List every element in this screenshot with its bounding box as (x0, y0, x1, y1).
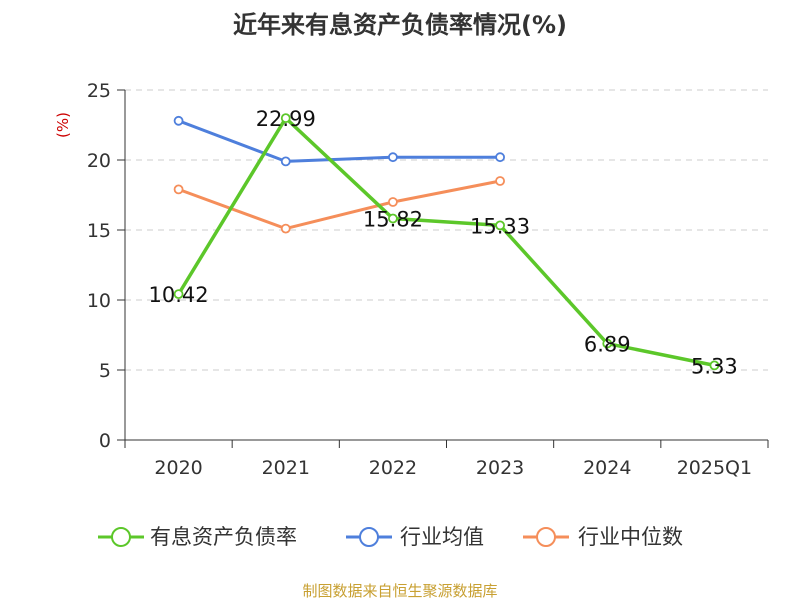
data-label: 15.33 (470, 214, 530, 238)
data-point (388, 152, 398, 163)
series-0 (173, 113, 720, 371)
y-tick-label: 0 (99, 430, 111, 452)
legend-swatch-marker (359, 527, 379, 547)
chart-title: 近年来有息资产负债率情况(%) (233, 11, 567, 39)
axes: 0 5 10 15 20 25 2020 2021 2022 2023 2024 2025Q1 (87, 80, 769, 479)
data-point (173, 184, 184, 195)
y-tick-label: 15 (87, 220, 111, 242)
x-tick-label: 2025Q1 (677, 457, 752, 479)
data-point (495, 152, 505, 163)
series-line (176, 116, 717, 368)
x-tick-label: 2024 (583, 457, 631, 479)
data-point (709, 360, 720, 371)
legend-label: 行业均值 (400, 525, 484, 549)
data-label: 6.89 (584, 333, 631, 357)
series-line (177, 119, 502, 163)
data-point (280, 156, 291, 167)
x-tick-label: 2020 (154, 457, 202, 479)
data-point (388, 213, 398, 224)
legend-item-0: 有息资产负债率 (98, 525, 297, 549)
series-group (173, 113, 720, 371)
legend: 有息资产负债率 行业均值 行业中位数 (98, 525, 683, 549)
y-tick-label: 5 (99, 360, 111, 382)
data-point (173, 115, 184, 126)
data-point (280, 223, 291, 234)
x-tick-label: 2022 (369, 457, 417, 479)
x-tick-label: 2021 (262, 457, 310, 479)
data-label: 15.82 (363, 208, 423, 232)
data-point (280, 113, 291, 124)
x-tick-label: 2023 (476, 457, 524, 479)
legend-swatch-marker (111, 527, 131, 547)
data-point (388, 197, 398, 207)
y-tick-label: 20 (87, 150, 111, 172)
legend-item-2: 行业中位数 (523, 525, 683, 549)
legend-swatch-marker (536, 527, 556, 547)
data-label: 5.33 (691, 354, 738, 378)
data-point (495, 176, 505, 186)
data-labels: 10.42 22.99 15.82 15.33 6.89 5.33 (149, 107, 738, 378)
grid-lines (125, 89, 768, 371)
legend-label: 行业中位数 (578, 525, 683, 549)
y-tick-label: 10 (87, 290, 111, 312)
data-point (602, 338, 613, 349)
data-point (495, 220, 505, 231)
series-1 (173, 115, 505, 167)
data-label: 10.42 (149, 283, 209, 307)
source-note: 制图数据来自恒生聚源数据库 (302, 582, 497, 600)
data-label: 22.99 (256, 107, 316, 131)
y-tick-label: 25 (87, 80, 111, 102)
series-2 (173, 176, 505, 234)
legend-label: 有息资产负债率 (150, 525, 297, 549)
y-axis-unit: (%) (54, 112, 72, 138)
legend-item-1: 行业均值 (346, 525, 484, 549)
data-point (173, 289, 184, 300)
